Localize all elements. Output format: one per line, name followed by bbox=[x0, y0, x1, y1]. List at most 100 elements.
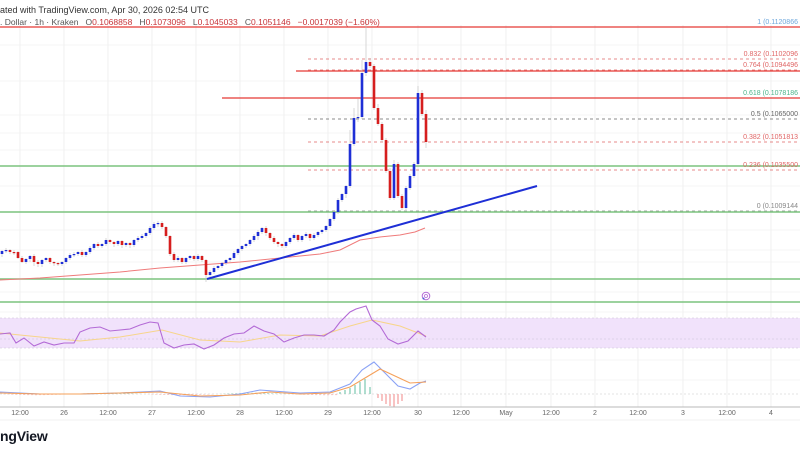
published-caption: ated with TradingView.com, Apr 30, 2026 … bbox=[0, 5, 209, 15]
candle bbox=[192, 256, 196, 259]
support-resistance-lines[interactable] bbox=[0, 26, 800, 303]
candle bbox=[112, 242, 116, 244]
time-tick-label: 26 bbox=[60, 410, 68, 417]
time-tick-label: May bbox=[499, 410, 513, 417]
candle bbox=[376, 108, 380, 124]
time-tick-label: 12:00 bbox=[452, 410, 470, 417]
candle bbox=[108, 240, 112, 242]
fib-label: 0.764 (0.1094496 bbox=[743, 62, 798, 69]
candle bbox=[140, 236, 144, 238]
candle bbox=[276, 242, 280, 244]
candle bbox=[316, 232, 320, 235]
candle bbox=[292, 235, 296, 238]
candle bbox=[404, 188, 408, 208]
candle bbox=[388, 171, 392, 198]
candle bbox=[172, 254, 176, 260]
open-label: O bbox=[85, 17, 93, 27]
candle bbox=[20, 258, 24, 262]
candle bbox=[220, 263, 224, 266]
bullish-trend-line[interactable] bbox=[206, 185, 538, 280]
candle bbox=[284, 242, 288, 246]
time-tick-label: 12:00 bbox=[99, 410, 117, 417]
fib-label: 0.618 (0.1078186 bbox=[743, 90, 798, 97]
candle bbox=[96, 244, 100, 246]
candle bbox=[264, 228, 268, 233]
change-value: −0.0017039 (−1.60%) bbox=[297, 17, 380, 27]
candle bbox=[208, 272, 212, 275]
candle bbox=[80, 252, 84, 255]
candle bbox=[384, 140, 388, 171]
rsi-line bbox=[0, 305, 427, 350]
candle bbox=[232, 253, 236, 258]
candle bbox=[288, 238, 292, 242]
open-value: 0.1068858 bbox=[92, 17, 133, 27]
candle bbox=[228, 258, 232, 260]
tradingview-logo-text: ngView bbox=[0, 428, 48, 444]
candle bbox=[56, 263, 60, 265]
candle bbox=[36, 262, 40, 264]
chart-grid bbox=[0, 25, 800, 407]
symbol-label[interactable]: . Dollar · 1h · Kraken bbox=[0, 17, 79, 27]
fib-label: 1 (0.1120866 bbox=[757, 19, 798, 26]
fib-label: 0.382 (0.1051813 bbox=[743, 134, 798, 141]
candle bbox=[308, 234, 312, 238]
candle bbox=[100, 244, 104, 246]
candle bbox=[240, 246, 244, 249]
dividend-circle-icon[interactable] bbox=[421, 291, 431, 301]
time-tick-label: 12:00 bbox=[363, 410, 381, 417]
candle bbox=[68, 255, 72, 258]
candle bbox=[412, 164, 416, 176]
fib-label: 0 (0.1009144 bbox=[757, 203, 798, 210]
fib-label: 0.832 (0.1102096 bbox=[744, 51, 798, 58]
candle bbox=[188, 256, 192, 258]
time-tick-label: 3 bbox=[681, 410, 685, 417]
candle bbox=[0, 251, 4, 254]
candle bbox=[424, 114, 428, 142]
fib-label: 0.5 (0.1065000 bbox=[751, 111, 798, 118]
candle bbox=[4, 250, 8, 252]
candle bbox=[416, 93, 420, 164]
candle bbox=[272, 238, 276, 242]
time-tick-label: 30 bbox=[414, 410, 422, 417]
candle bbox=[28, 256, 32, 259]
time-tick-label: 12:00 bbox=[11, 410, 29, 417]
candle bbox=[268, 233, 272, 238]
candlesticks bbox=[0, 20, 428, 282]
candle bbox=[420, 93, 424, 114]
candle bbox=[164, 227, 168, 236]
candle bbox=[196, 256, 200, 259]
ohlc-legend: . Dollar · 1h · Kraken O0.1068858 H0.107… bbox=[0, 17, 380, 27]
candle bbox=[396, 164, 400, 196]
candle bbox=[136, 238, 140, 240]
time-tick-label: 12:00 bbox=[718, 410, 736, 417]
candle bbox=[32, 256, 36, 262]
candle bbox=[364, 62, 368, 73]
time-axis[interactable]: 12:00 26 12:00 27 12:00 28 12:00 29 12:00 30 12:00… bbox=[11, 410, 773, 417]
fibonacci-labels: 1 (0.1120866 0.832 (0.1102096 0.764 (0.109… bbox=[743, 19, 798, 210]
candle bbox=[248, 240, 252, 244]
candle bbox=[40, 260, 44, 264]
candle bbox=[204, 260, 208, 275]
candle bbox=[320, 230, 324, 232]
candle bbox=[88, 248, 92, 252]
candle bbox=[176, 258, 180, 260]
candle bbox=[152, 224, 156, 228]
candle bbox=[72, 254, 76, 256]
time-tick-label: 12:00 bbox=[542, 410, 560, 417]
candle bbox=[408, 176, 412, 188]
candle bbox=[144, 233, 148, 236]
fibonacci-levels bbox=[308, 26, 800, 212]
macd-signal-line bbox=[0, 368, 427, 397]
time-tick-label: 29 bbox=[324, 410, 332, 417]
fib-label: 0.236 (0.1035500 bbox=[743, 162, 798, 169]
candle bbox=[244, 244, 248, 246]
low-value: 0.1045033 bbox=[197, 17, 238, 27]
high-label: H bbox=[139, 17, 146, 27]
time-tick-label: 12:00 bbox=[187, 410, 205, 417]
candle bbox=[324, 226, 328, 230]
candle bbox=[400, 196, 404, 208]
candle bbox=[296, 235, 300, 240]
time-tick-label: 12:00 bbox=[629, 410, 647, 417]
macd-histogram bbox=[3, 379, 403, 407]
